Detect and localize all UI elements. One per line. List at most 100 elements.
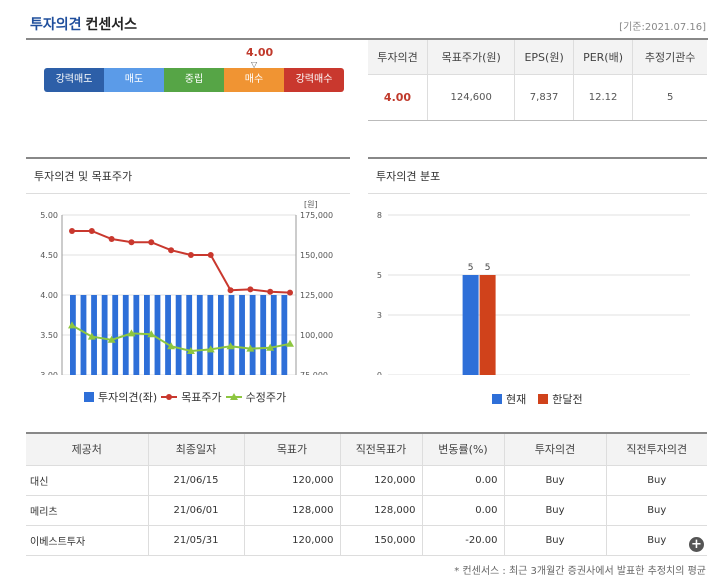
distribution-bar-label: 5 [485, 263, 491, 273]
adjusted-price-point [147, 330, 156, 338]
chart2-ytick: 5 [377, 271, 382, 280]
target-price-point [227, 287, 234, 294]
brk-target: 128,000 [244, 495, 341, 526]
opinion-bar [175, 295, 182, 375]
table-row: 이베스트투자 21/05/31 120,000 150,000 -20.00 B… [26, 525, 707, 556]
chart1-ytick-left: 4.50 [40, 251, 58, 260]
opinion-bar [91, 295, 97, 375]
target-price-point [267, 288, 274, 295]
legend-current: 현재 [506, 393, 527, 406]
opinion-distribution-panel: 투자의견 분포 8530강력매수매수중립매도강력매도55 현재 한달전 [368, 157, 707, 407]
legend-swatch-prev [538, 394, 549, 404]
chart1-ytick-right: 100,000 [300, 331, 333, 340]
chart2-legend: 현재 한달전 [492, 391, 583, 407]
brk-opinion: Buy [504, 525, 607, 556]
sum-head-opinion: 투자의견 [368, 40, 428, 75]
table-row: 대신 21/06/15 120,000 120,000 0.00 Buy Buy [26, 465, 707, 496]
chart1-legend: 투자의견(좌) 목표주가 수정주가 [84, 389, 286, 405]
legend-opinion: 투자의견(좌) [98, 391, 158, 404]
plus-icon[interactable]: + [689, 537, 704, 552]
legend-target-marker [161, 394, 178, 400]
triangle-down-icon: ▽ [251, 60, 258, 69]
chart1-ytick-right: 75,000 [300, 371, 328, 375]
sum-target: 124,600 [427, 74, 516, 121]
legend-target: 목표주가 [181, 391, 222, 404]
brk-target: 120,000 [244, 525, 341, 556]
adjusted-price-point [68, 321, 76, 329]
target-price-point [128, 239, 135, 246]
scale-neutral: 중립 [164, 68, 224, 92]
brk-head-provider: 제공처 [26, 433, 149, 466]
brk-date: 21/06/15 [148, 465, 245, 496]
chart1-unit: [원] [304, 200, 318, 209]
opinion-distribution-chart: 8530강력매수매수중립매도강력매도55 [377, 211, 690, 375]
chart1-ytick-left: 3.00 [40, 371, 58, 375]
opinion-bar [133, 295, 140, 375]
adjusted-price-point [127, 329, 136, 337]
chart2-ytick: 0 [377, 371, 382, 375]
scale-buy: 매수 [224, 68, 284, 92]
sum-head-per: PER(배) [573, 40, 634, 75]
target-price-point [148, 239, 155, 246]
opinion-bar [239, 295, 245, 375]
target-price-point [207, 252, 214, 258]
target-price-point [187, 252, 194, 258]
adjusted-price-point [206, 345, 215, 353]
chart1-ytick-right: 175,000 [300, 211, 333, 220]
sum-head-target: 목표주가(원) [427, 40, 516, 75]
target-price-point [247, 286, 254, 293]
brk-head-prev-opinion: 직전투자의견 [606, 433, 707, 466]
brk-change: -20.00 [422, 525, 505, 556]
distribution-bar-label: 5 [468, 263, 474, 273]
brk-head-target: 목표가 [244, 433, 341, 466]
scale-sell: 매도 [104, 68, 164, 92]
brk-prev-opinion: Buy [606, 465, 707, 496]
brk-provider: 메리츠 [26, 495, 149, 526]
brk-date: 21/05/31 [148, 525, 245, 556]
distribution-bar [479, 275, 496, 375]
brk-head-prev-target: 직전목표가 [340, 433, 423, 466]
adjusted-price-point [266, 343, 275, 351]
target-price-point [287, 289, 293, 296]
opinion-bar [101, 295, 108, 375]
brk-head-date: 최종일자 [148, 433, 245, 466]
opinion-bar [228, 295, 235, 375]
legend-price: 수정주가 [245, 391, 287, 404]
legend-prev: 한달전 [552, 393, 583, 406]
legend-swatch-opinion [84, 392, 94, 402]
header-divider [26, 38, 708, 40]
brk-target: 120,000 [244, 465, 341, 496]
chart1-ytick-left: 3.50 [40, 331, 58, 340]
opinion-target-chart: 5.00 4.50 4.00 3.50 3.00 175,000 150,000 125,00… [40, 200, 333, 375]
adjusted-price-point [87, 332, 96, 340]
chart1-title: 투자의견 및 목표주가 [26, 159, 350, 194]
chart1-ytick-left: 5.00 [40, 211, 58, 220]
adjusted-price-point [107, 335, 116, 343]
brk-prev-target: 128,000 [340, 495, 423, 526]
opinion-bar [165, 295, 171, 375]
brk-change: 0.00 [422, 465, 505, 496]
opinion-score: 4.00 [246, 46, 274, 59]
brk-date: 21/06/01 [148, 495, 245, 526]
opinion-bar [270, 295, 277, 375]
opinion-bar [281, 295, 288, 375]
adjusted-price-point [286, 339, 294, 347]
sum-head-count: 추정기관수 [632, 40, 707, 75]
chart1-ytick-right: 150,000 [300, 251, 333, 260]
adjusted-price-point [186, 347, 195, 354]
chart2-title: 투자의견 분포 [368, 159, 707, 194]
target-price-point [108, 236, 115, 242]
brk-change: 0.00 [422, 495, 505, 526]
scale-strong-sell: 강력매도 [44, 68, 104, 92]
adjusted-price-point [226, 342, 235, 350]
chart1-ytick-right: 125,000 [300, 291, 333, 300]
scale-strong-buy: 강력매수 [284, 68, 344, 92]
opinion-target-panel: 투자의견 및 목표주가 5.00 4.50 4.00 3.50 3.00 175,000 1… [26, 157, 350, 407]
opinion-bar [186, 295, 193, 375]
opinion-bar [218, 295, 224, 375]
distribution-bar [462, 275, 479, 375]
title-sub: 컨센서스 [85, 17, 138, 33]
sum-eps: 7,837 [514, 74, 574, 121]
brk-prev-target: 150,000 [340, 525, 423, 556]
brk-provider: 대신 [26, 465, 149, 496]
